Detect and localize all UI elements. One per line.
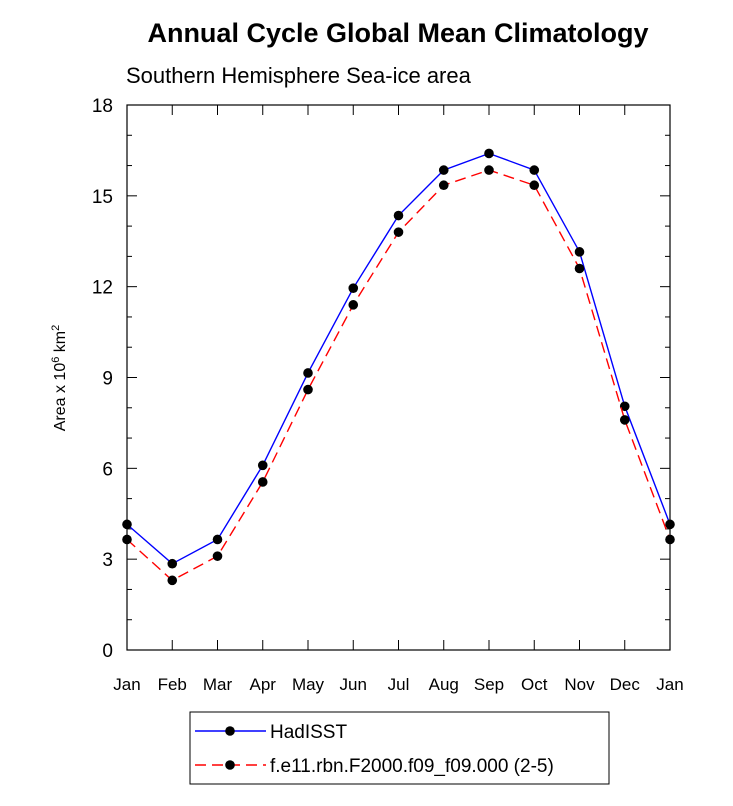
series-1-point	[303, 368, 313, 378]
series-1-point	[438, 165, 449, 175]
series-2-point	[619, 415, 630, 425]
series-1-point	[348, 283, 359, 293]
series-2-point	[665, 534, 675, 545]
x-tick-label: May	[292, 675, 325, 694]
series-1-point	[257, 460, 268, 471]
legend: HadISST f.e11.rbn.F2000.f09_f09.000 (2-5)	[189, 711, 610, 785]
y-tick-label: 6	[102, 459, 113, 480]
plot-area: 0 3 6 9 12 15 18 Jan Feb Mar Apr May Jun Jul Aug Sep Oct…	[92, 96, 684, 694]
series-1-point	[529, 165, 540, 175]
y-tick-label: 3	[102, 550, 113, 571]
series-2-point	[212, 551, 223, 561]
x-tick-label: Sep	[474, 675, 504, 694]
series-2-point	[167, 575, 178, 586]
x-tick-label: Nov	[564, 675, 595, 694]
legend-marker-1	[225, 726, 235, 736]
x-tick-label: Jun	[340, 675, 367, 694]
y-tick-label: 15	[92, 187, 113, 208]
x-tick-label: Aug	[429, 675, 459, 694]
x-tick-label: Feb	[158, 675, 187, 694]
x-tick-label: Mar	[203, 675, 233, 694]
series-1-point	[393, 210, 404, 221]
y-tick-label: 12	[92, 278, 113, 299]
series-2-point	[257, 477, 268, 487]
legend-marker-2	[225, 760, 235, 770]
series-1-point	[574, 247, 585, 257]
plot-frame	[126, 104, 671, 651]
y-axis-label: Area x 106 km2	[50, 325, 69, 432]
series-1-point	[665, 519, 675, 530]
x-tick-label: Jul	[388, 675, 410, 694]
x-tick-label: Jan	[656, 675, 683, 694]
x-tick-label: Oct	[521, 675, 548, 694]
series-1-point	[212, 534, 223, 545]
series-2-point	[574, 263, 585, 274]
series-1-point	[484, 148, 494, 159]
series-2-point	[484, 165, 494, 175]
chart-subtitle: Southern Hemisphere Sea-ice area	[126, 63, 472, 88]
series-2-point	[529, 180, 540, 191]
legend-label-1: HadISST	[270, 722, 347, 743]
series-2-point	[438, 180, 449, 191]
chart-title: Annual Cycle Global Mean Climatology	[147, 18, 648, 48]
legend-box	[189, 711, 610, 785]
series-2-point	[122, 534, 132, 545]
series-1-point	[167, 558, 178, 569]
series-1-point	[619, 401, 630, 412]
x-tick-label: Apr	[250, 675, 277, 694]
series-2-point	[348, 300, 359, 310]
series-2-point	[303, 384, 313, 395]
y-tick-label: 0	[102, 641, 113, 662]
series-1-point	[122, 519, 132, 530]
x-tick-label: Dec	[610, 675, 641, 694]
legend-label-2: f.e11.rbn.F2000.f09_f09.000 (2-5)	[270, 756, 554, 777]
y-tick-label: 9	[102, 369, 113, 390]
y-tick-label: 18	[92, 96, 113, 117]
series-2-point	[393, 227, 404, 237]
x-tick-label: Jan	[113, 675, 140, 694]
